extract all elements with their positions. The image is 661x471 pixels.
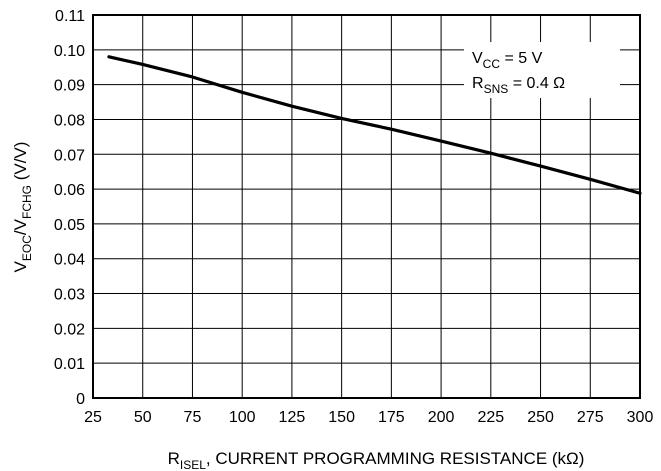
plot-frame [92, 14, 641, 399]
y-tick-label: 0.05 [54, 217, 85, 234]
annotation-vcc: VCC = 5 V [472, 50, 543, 71]
y-tick-label: 0.03 [54, 287, 85, 304]
x-axis-label: RISEL, CURRENT PROGRAMMING RESISTANCE (k… [168, 449, 585, 471]
series-line [107, 55, 642, 195]
x-tick-label: 25 [84, 409, 102, 426]
x-tick-label: 300 [627, 409, 654, 426]
x-tick-label: 175 [378, 409, 405, 426]
annotation-background [464, 42, 620, 98]
y-tick-label: 0.10 [54, 43, 85, 60]
y-tick-label: 0.09 [54, 78, 85, 95]
y-tick-label: 0.01 [54, 356, 85, 373]
x-tick-label: 225 [477, 409, 504, 426]
y-tick-label: 0 [76, 391, 85, 408]
y-tick-label: 0.08 [54, 112, 85, 129]
x-tick-label: 75 [184, 409, 202, 426]
x-tick-labels: 25 50 75 100 125 150 175 200 225 250 275 300 [84, 409, 653, 426]
annotation-rsns: RSNS = 0.4 Ω [472, 75, 565, 96]
x-tick-label: 100 [229, 409, 256, 426]
y-tick-label: 0.07 [54, 147, 85, 164]
y-tick-label: 0.02 [54, 321, 85, 338]
x-tick-label: 275 [577, 409, 604, 426]
x-tick-label: 250 [527, 409, 554, 426]
x-tick-label: 50 [134, 409, 152, 426]
x-tick-label: 150 [328, 409, 355, 426]
y-tick-labels: 0 0.01 0.02 0.03 0.04 0.05 0.06 0.07 0.08 0.09 0.1… [54, 8, 85, 408]
y-axis-label: VEOC/VFCHG (V/V) [11, 142, 34, 273]
y-tick-label: 0.06 [54, 182, 85, 199]
x-tick-label: 125 [279, 409, 306, 426]
y-tick-label: 0.04 [54, 252, 85, 269]
y-tick-label: 0.11 [55, 8, 85, 25]
x-tick-label: 200 [428, 409, 455, 426]
